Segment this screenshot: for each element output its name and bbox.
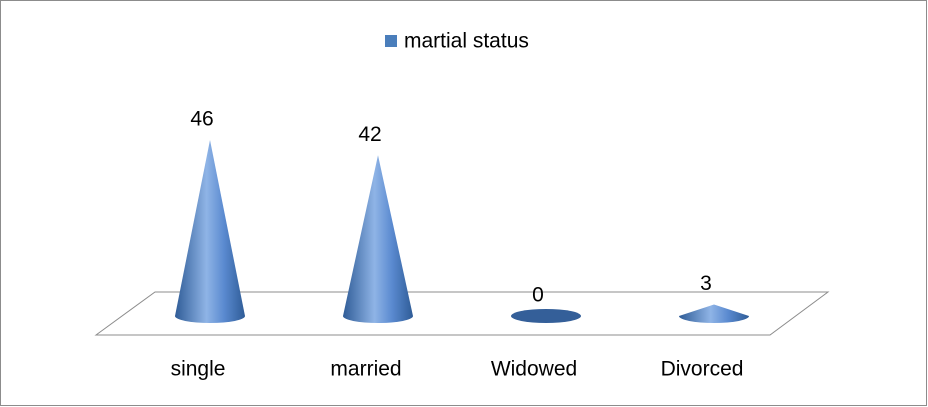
cone-base xyxy=(511,309,581,323)
data-label: 0 xyxy=(532,284,544,307)
data-label: 42 xyxy=(358,123,381,146)
legend-swatch xyxy=(385,35,397,47)
floor xyxy=(94,291,830,336)
legend-label: martial status xyxy=(404,30,529,53)
x-tick-label: Divorced xyxy=(661,358,744,381)
x-tick-label: Widowed xyxy=(491,358,577,381)
cone xyxy=(343,155,413,323)
cone xyxy=(679,304,749,323)
data-label: 3 xyxy=(700,272,712,295)
x-tick-label: married xyxy=(330,358,401,381)
data-label: 46 xyxy=(190,108,213,131)
cone xyxy=(175,140,245,323)
x-tick-label: single xyxy=(171,358,226,381)
